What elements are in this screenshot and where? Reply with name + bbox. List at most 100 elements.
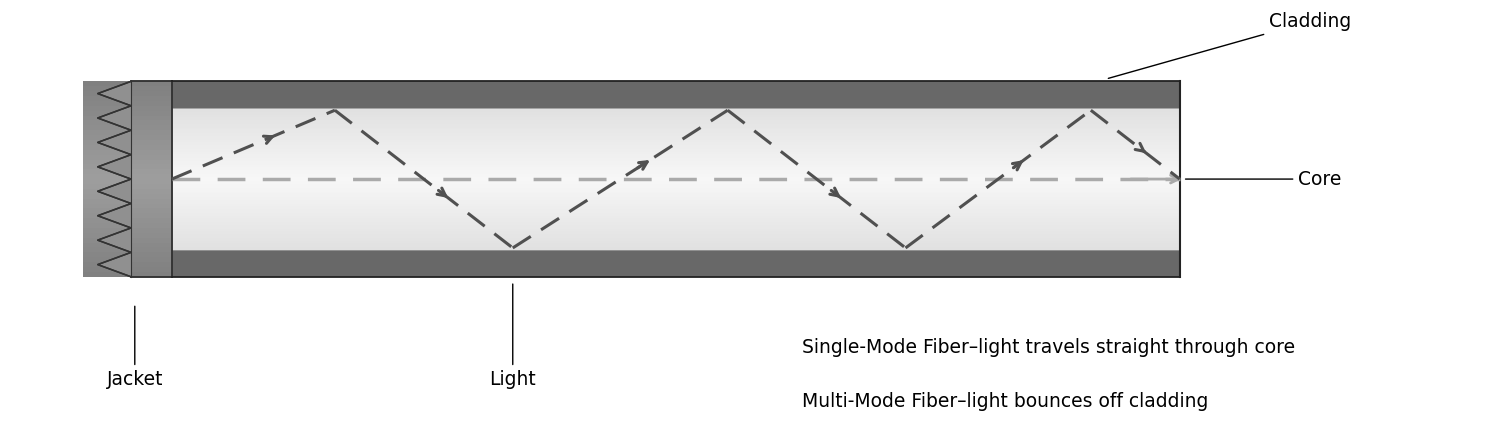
Text: Core: Core <box>1185 169 1342 189</box>
Bar <box>131 267 172 272</box>
Bar <box>131 248 172 253</box>
Bar <box>131 91 172 96</box>
Bar <box>172 215 1179 216</box>
Bar <box>172 160 1179 161</box>
Bar <box>83 179 131 184</box>
Bar <box>172 191 1179 193</box>
Bar <box>172 149 1179 151</box>
Bar <box>172 238 1179 240</box>
Bar <box>172 138 1179 140</box>
Bar <box>172 185 1179 186</box>
Bar <box>83 130 131 135</box>
Bar <box>83 194 131 198</box>
Bar <box>172 154 1179 156</box>
Bar <box>83 106 131 111</box>
Bar <box>83 262 131 267</box>
Bar <box>172 186 1179 188</box>
Bar <box>172 236 1179 238</box>
Bar <box>172 158 1179 160</box>
Bar <box>131 179 172 184</box>
Bar <box>131 116 172 120</box>
Bar <box>83 145 131 150</box>
Bar <box>131 223 172 228</box>
Bar <box>172 243 1179 245</box>
Bar <box>83 243 131 248</box>
Bar <box>83 125 131 130</box>
Bar <box>131 233 172 238</box>
Bar <box>131 140 172 145</box>
Bar <box>83 189 131 194</box>
Bar <box>172 114 1179 115</box>
Bar <box>83 272 131 277</box>
Bar <box>83 218 131 223</box>
Bar <box>131 243 172 248</box>
Bar <box>83 184 131 189</box>
Bar <box>83 140 131 145</box>
Bar <box>172 81 1179 108</box>
Bar <box>83 248 131 253</box>
Text: Light: Light <box>490 284 536 389</box>
Bar <box>131 125 172 130</box>
Bar <box>131 101 172 106</box>
Bar <box>172 147 1179 149</box>
Bar <box>172 176 1179 177</box>
Bar <box>172 240 1179 241</box>
Bar <box>83 169 131 174</box>
Bar <box>172 112 1179 114</box>
Bar <box>83 135 131 140</box>
Bar <box>172 200 1179 202</box>
Bar <box>172 197 1179 198</box>
Bar <box>172 142 1179 143</box>
Bar <box>131 198 172 203</box>
Bar <box>172 188 1179 190</box>
Bar <box>131 111 172 116</box>
Bar <box>172 156 1179 158</box>
Text: Single-Mode Fiber–light travels straight through core: Single-Mode Fiber–light travels straight… <box>802 338 1295 358</box>
Bar <box>131 213 172 218</box>
Bar <box>172 209 1179 211</box>
Bar <box>172 247 1179 249</box>
Bar <box>83 198 131 203</box>
Text: Jacket: Jacket <box>107 306 163 389</box>
Bar <box>83 91 131 96</box>
Bar <box>172 198 1179 200</box>
Text: Cladding: Cladding <box>1108 12 1351 78</box>
Bar <box>172 190 1179 191</box>
Bar <box>83 267 131 272</box>
Bar <box>172 120 1179 122</box>
Bar <box>172 143 1179 145</box>
Bar <box>131 218 172 223</box>
Bar <box>172 172 1179 174</box>
Bar <box>172 225 1179 227</box>
Bar <box>83 160 131 164</box>
Bar <box>131 169 172 174</box>
Polygon shape <box>98 81 131 277</box>
Bar <box>172 126 1179 127</box>
Bar <box>172 231 1179 232</box>
Bar <box>172 250 1179 277</box>
Bar <box>131 86 172 91</box>
Bar <box>172 145 1179 147</box>
Bar <box>83 101 131 106</box>
Bar <box>172 140 1179 142</box>
Bar <box>83 238 131 243</box>
Bar <box>131 253 172 257</box>
Bar <box>172 220 1179 222</box>
Bar <box>172 234 1179 236</box>
Bar <box>172 163 1179 165</box>
Bar <box>131 81 172 277</box>
Bar <box>83 228 131 233</box>
Bar <box>83 150 131 155</box>
Bar <box>172 167 1179 169</box>
Bar <box>172 110 1179 112</box>
Bar <box>172 135 1179 136</box>
Bar <box>172 133 1179 135</box>
Bar <box>83 223 131 228</box>
Bar <box>83 174 131 179</box>
Bar <box>131 130 172 135</box>
Bar <box>172 227 1179 229</box>
Bar <box>83 233 131 238</box>
Bar <box>131 135 172 140</box>
Bar <box>172 152 1179 154</box>
Bar <box>172 204 1179 206</box>
